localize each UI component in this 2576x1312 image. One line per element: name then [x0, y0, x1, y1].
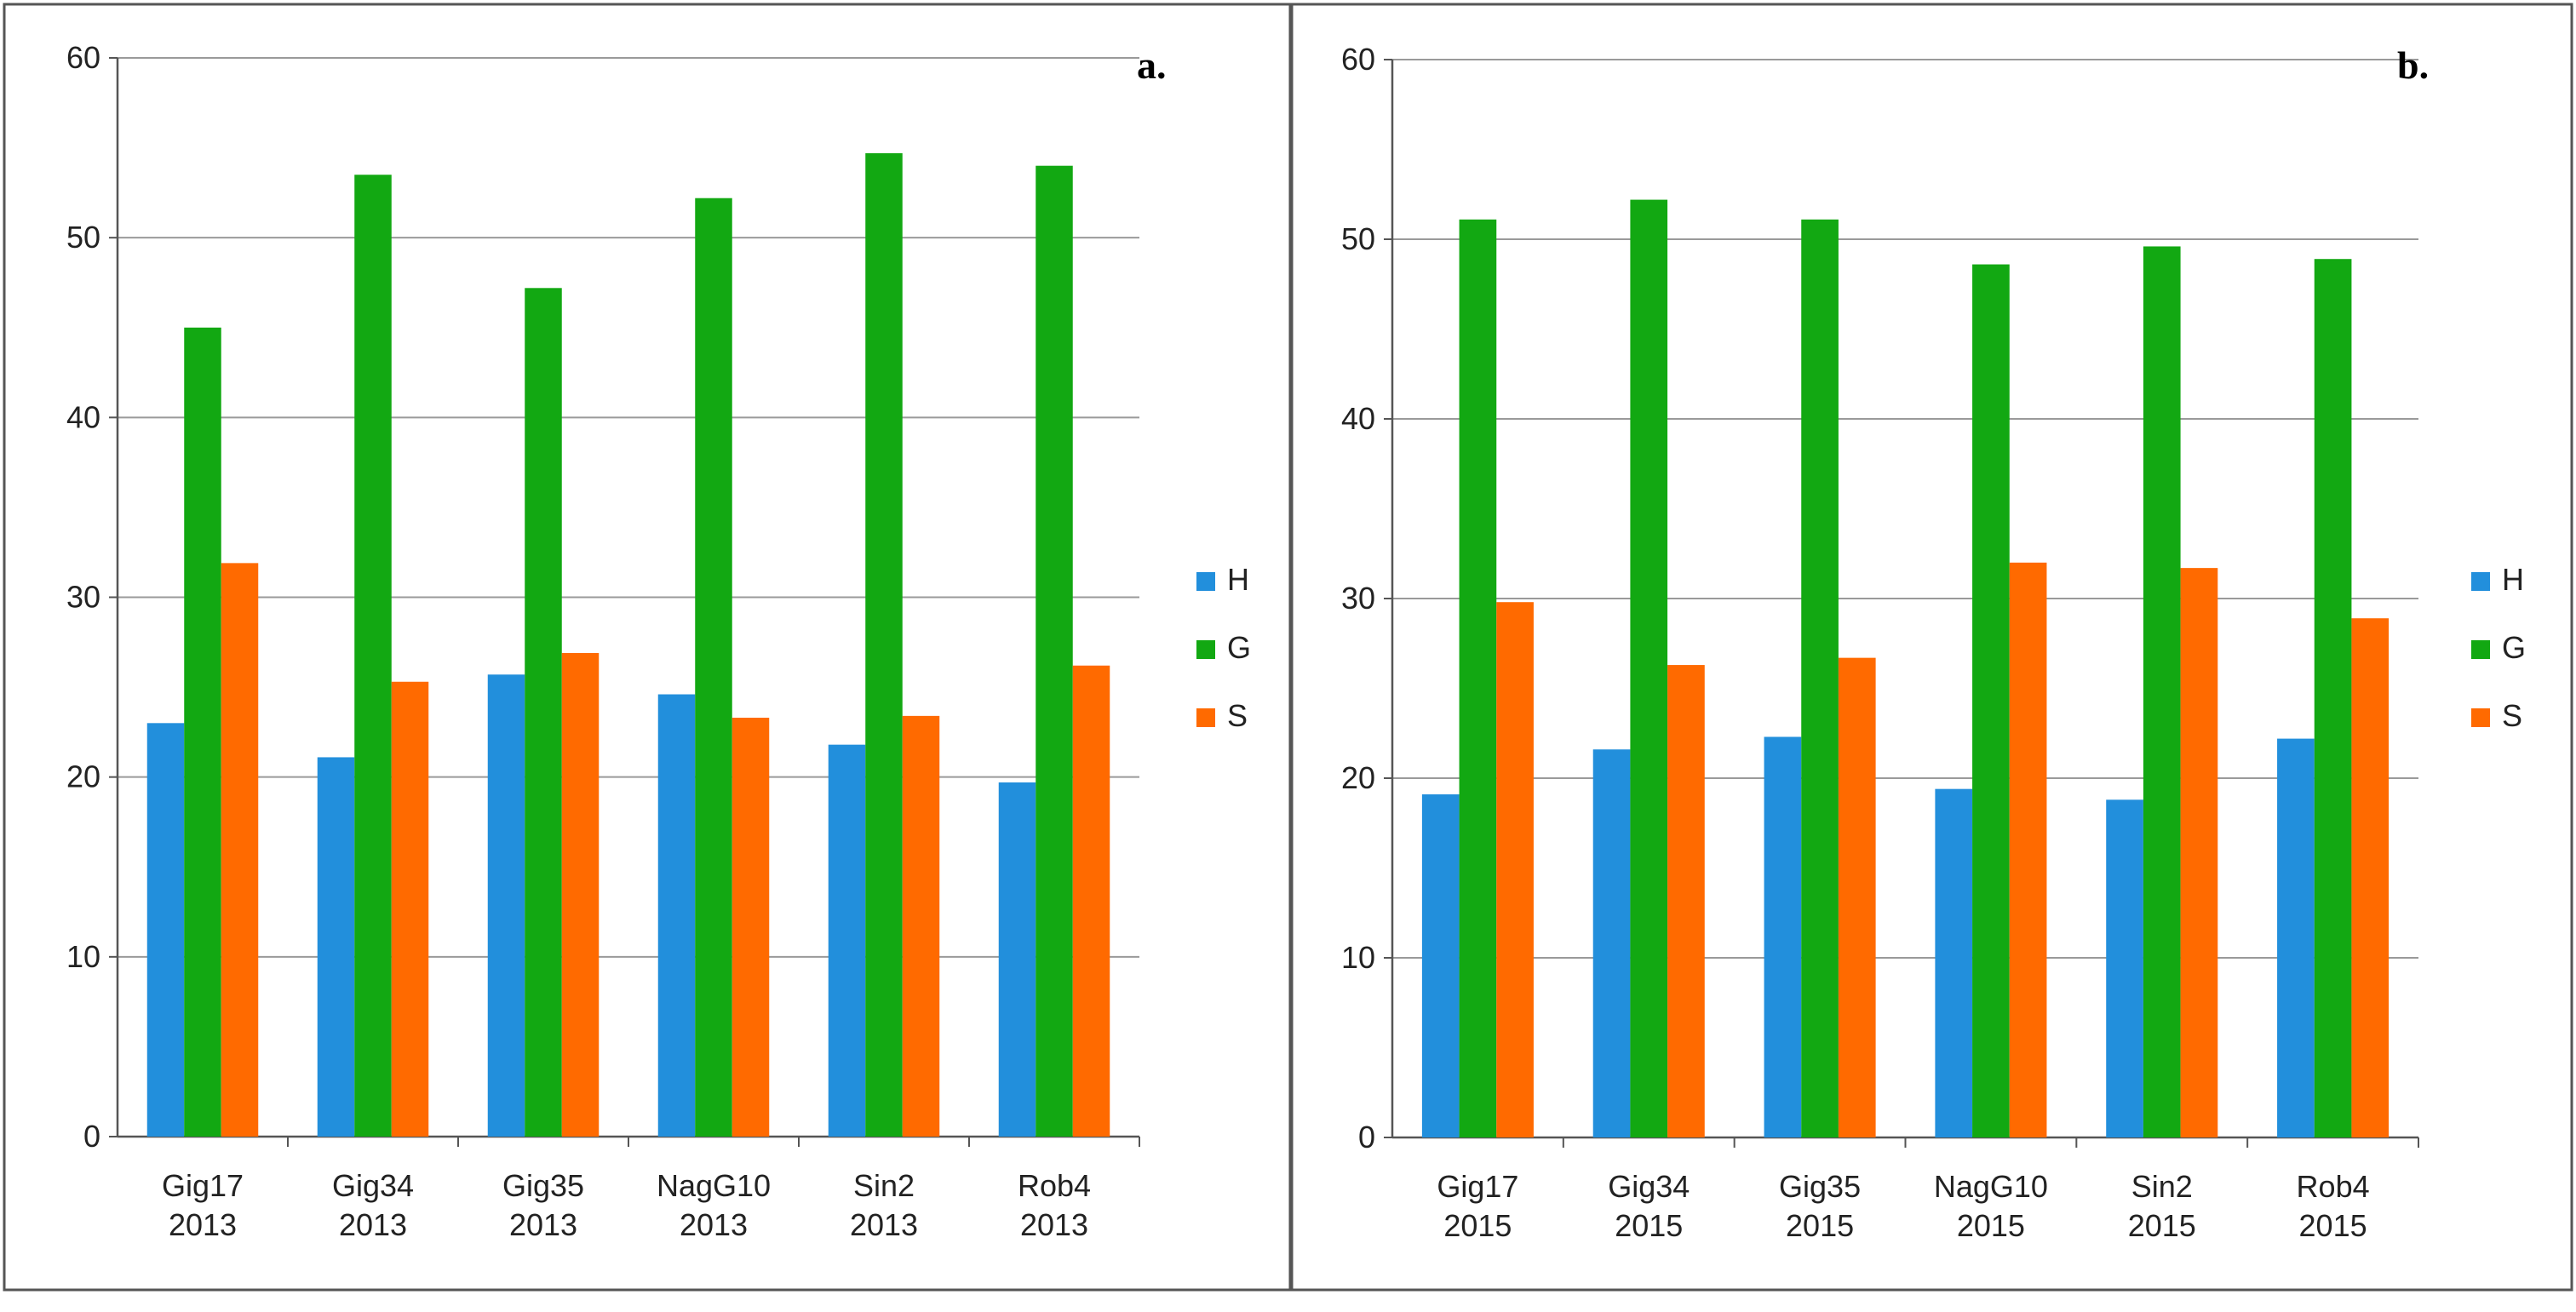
y-tick-label: 0	[83, 1119, 100, 1154]
y-tick-label: 30	[1341, 581, 1375, 616]
bar-H-Gig17	[1421, 794, 1460, 1137]
bar-S-Sin2	[902, 715, 940, 1137]
x-tick-label: Sin2 2015	[2128, 1169, 2196, 1243]
y-tick-label: 60	[1341, 42, 1375, 77]
legend-label-G: G	[2502, 630, 2526, 665]
bar-H-Sin2	[2106, 799, 2143, 1137]
bar-G-NagG10	[695, 198, 732, 1137]
legend-swatch-S	[1196, 708, 1215, 727]
x-tick-label: Gig34 2015	[1608, 1169, 1690, 1243]
bar-S-Rob4	[2351, 618, 2390, 1137]
x-tick-label: NagG10 2013	[657, 1168, 771, 1242]
bar-S-Gig17	[221, 563, 259, 1137]
x-tick-label: Gig35 2015	[1779, 1169, 1861, 1243]
bar-G-Sin2	[865, 152, 903, 1137]
bar-G-Sin2	[2143, 246, 2181, 1138]
bar-H-Rob4	[2277, 738, 2315, 1137]
bar-S-Gig34	[1667, 665, 1705, 1137]
legend-label-H: H	[1227, 562, 1249, 597]
legend-swatch-H	[2471, 572, 2490, 591]
bar-S-NagG10	[731, 717, 770, 1137]
bar-H-Gig34	[317, 757, 355, 1137]
bar-H-NagG10	[657, 694, 696, 1137]
chart-panel-a: 0 10 20 30 40 50 60 Gig17 2013 Gig34 2013 Gig35 2013…	[3, 3, 1294, 1292]
x-tick-label: Gig17 2013	[162, 1168, 244, 1242]
y-tick-label: 60	[66, 40, 100, 75]
y-tick-label: 50	[1341, 221, 1375, 256]
bar-S-Gig34	[391, 681, 429, 1137]
bar-G-Gig17	[184, 327, 221, 1137]
x-tick-label: Rob4 2013	[1018, 1168, 1091, 1242]
bar-S-Sin2	[2180, 568, 2218, 1137]
y-tick-label: 40	[66, 399, 100, 434]
y-tick-label: 40	[1341, 401, 1375, 436]
bar-S-NagG10	[2009, 562, 2047, 1137]
bar-S-Gig35	[1838, 657, 1876, 1137]
bar-H-Gig35	[487, 674, 525, 1137]
bar-H-NagG10	[1935, 788, 1973, 1137]
legend-swatch-H	[1196, 572, 1215, 591]
x-tick-label: Gig17 2015	[1437, 1169, 1518, 1243]
legend-swatch-S	[2471, 708, 2490, 727]
bar-H-Rob4	[998, 782, 1036, 1137]
legend-swatch-G	[2471, 640, 2490, 659]
bar-G-Gig34	[1630, 199, 1668, 1138]
legend-label-S: S	[2502, 698, 2522, 733]
bar-S-Rob4	[1072, 665, 1110, 1137]
bar-G-Gig34	[354, 175, 392, 1137]
bar-G-Gig35	[1801, 219, 1839, 1137]
bar-H-Gig35	[1764, 736, 1802, 1137]
legend-label-G: G	[1227, 630, 1251, 665]
bar-S-Gig17	[1496, 602, 1534, 1137]
y-tick-label: 20	[1341, 760, 1375, 795]
bar-H-Gig17	[146, 723, 185, 1137]
panel-frame	[1288, 3, 2573, 1292]
bar-G-Gig35	[525, 288, 562, 1137]
legend-label-H: H	[2502, 562, 2524, 597]
y-tick-label: 30	[66, 580, 100, 615]
y-tick-label: 10	[66, 939, 100, 974]
bar-H-Sin2	[828, 744, 866, 1137]
x-tick-label: Gig35 2013	[502, 1168, 584, 1242]
x-tick-label: Rob4 2015	[2297, 1169, 2370, 1243]
y-tick-label: 50	[66, 220, 100, 255]
y-tick-label: 0	[1358, 1120, 1375, 1154]
panel-frame	[3, 3, 1294, 1292]
y-tick-label: 10	[1341, 940, 1375, 975]
bar-G-NagG10	[1972, 264, 2010, 1137]
panel-label: a.	[1137, 43, 1167, 87]
x-tick-label: NagG10 2015	[1934, 1169, 2048, 1243]
x-tick-label: Sin2 2013	[850, 1168, 918, 1242]
bar-G-Rob4	[2314, 259, 2352, 1138]
x-tick-label: Gig34 2013	[332, 1168, 414, 1242]
legend-swatch-G	[1196, 640, 1215, 659]
bar-S-Gig35	[561, 652, 600, 1137]
legend-label-S: S	[1227, 698, 1248, 733]
bar-G-Rob4	[1036, 165, 1073, 1137]
chart-panel-b: 0 10 20 30 40 50 60 Gig17 2015 Gig34 2015 Gig35 2015…	[1288, 3, 2573, 1292]
y-tick-label: 20	[66, 759, 100, 794]
bar-G-Gig17	[1459, 219, 1497, 1137]
panel-label: b.	[2397, 43, 2429, 87]
bar-H-Gig34	[1592, 749, 1631, 1137]
